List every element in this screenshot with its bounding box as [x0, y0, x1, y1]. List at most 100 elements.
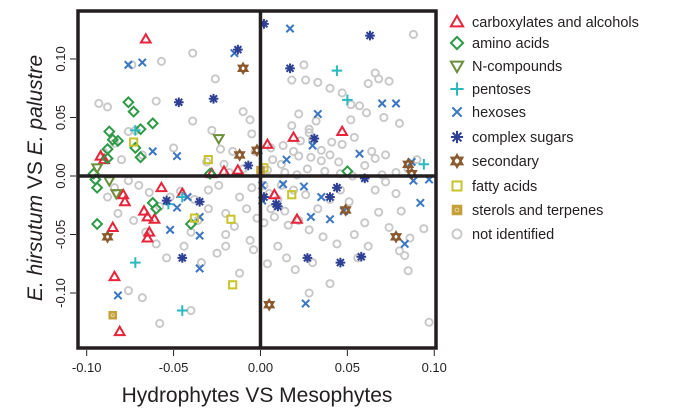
data-point: [278, 141, 288, 151]
data-point: [235, 192, 245, 202]
data-point: [194, 196, 205, 207]
data-point: [337, 139, 347, 149]
data-point: [301, 190, 311, 200]
data-point: [304, 128, 314, 138]
data-point: [403, 266, 413, 276]
data-point: [111, 134, 125, 148]
data-point: [107, 269, 122, 282]
data-point: [233, 44, 243, 55]
data-point: [109, 183, 120, 193]
data-point: [106, 220, 120, 232]
legend: carboxylates and alcohols amino acids N-co…: [449, 13, 639, 243]
x-tick-label: 0.10: [422, 360, 447, 375]
data-point: [304, 124, 314, 134]
data-point: [154, 180, 168, 193]
data-point: [262, 259, 272, 269]
data-point: [196, 258, 206, 268]
x-axis: -0.10 -0.05 0.00 0.05 0.10: [72, 350, 447, 375]
data-point: [90, 217, 104, 231]
data-point: [360, 160, 370, 170]
plot-frame: [76, 9, 438, 350]
data-point: [316, 192, 326, 202]
data-point: [221, 208, 231, 218]
data-point: [384, 222, 394, 233]
legend-label: not identified: [472, 227, 554, 243]
y-axis-title-part: E. palustre: [24, 55, 47, 155]
data-point: [140, 210, 155, 222]
data-point: [228, 280, 238, 290]
data-point: [144, 187, 154, 197]
x-tick-label: 0.05: [335, 360, 360, 375]
data-point: [384, 76, 394, 86]
data-point: [165, 225, 175, 235]
data-point: [308, 258, 318, 268]
data-point: [103, 102, 113, 112]
data-point: [267, 187, 281, 200]
y-axis-title-part: E. hirsutum: [24, 195, 47, 301]
data-point: [151, 239, 161, 249]
legend-label: N-compounds: [472, 59, 562, 75]
data-point: [394, 246, 405, 256]
data-point: [287, 75, 297, 85]
data-point: [235, 268, 245, 278]
data-point: [273, 241, 283, 251]
data-point: [363, 241, 373, 251]
data-point: [400, 239, 410, 249]
data-point: [346, 115, 356, 125]
data-point: [140, 231, 155, 243]
y-tick-label: -0.10: [53, 278, 68, 308]
series-complex-sugars: [161, 19, 375, 268]
data-point: [283, 220, 293, 230]
data-point: [313, 204, 323, 214]
data-point: [391, 189, 401, 199]
data-point: [203, 155, 213, 165]
data-point: [361, 108, 372, 118]
data-point: [173, 97, 184, 108]
data-point: [282, 155, 291, 164]
data-point: [306, 212, 316, 222]
data-point: [116, 155, 126, 165]
data-point: [394, 118, 405, 128]
data-point: [301, 75, 311, 85]
data-point: [137, 58, 147, 67]
legend-item: carboxylates and alcohols: [449, 13, 639, 31]
data-point: [156, 56, 166, 66]
data-point: [123, 286, 133, 296]
data-point: [286, 130, 301, 142]
data-point: [349, 229, 359, 240]
data-point: [349, 132, 359, 142]
data-point: [360, 218, 370, 228]
data-point: [260, 137, 274, 149]
data-point: [311, 116, 321, 126]
legend-item: amino acids: [449, 35, 549, 52]
y-tick-label: -0.05: [53, 220, 68, 250]
data-point: [162, 253, 172, 263]
data-point: [147, 212, 162, 224]
data-point: [325, 279, 335, 289]
y-tick-label: 0.00: [53, 163, 68, 188]
data-point: [129, 141, 142, 155]
data-point: [161, 195, 172, 206]
data-point: [370, 68, 380, 78]
legend-marker-icon: [451, 204, 463, 216]
data-point: [243, 160, 254, 171]
data-point: [288, 185, 299, 195]
data-point: [189, 213, 200, 223]
data-point: [313, 109, 323, 119]
data-point: [245, 235, 255, 245]
data-point: [127, 105, 140, 118]
data-point: [90, 163, 104, 175]
legend-label: hexoses: [472, 105, 526, 121]
data-point: [118, 194, 132, 207]
data-point: [149, 202, 163, 215]
data-point: [139, 32, 153, 44]
data-point: [231, 163, 245, 175]
data-point: [363, 79, 373, 89]
data-point: [379, 112, 389, 123]
data-point: [169, 143, 179, 153]
y-axis-title: E. hirsutum VS E. palustre: [24, 55, 47, 301]
data-point: [242, 204, 252, 214]
data-point: [415, 198, 425, 208]
data-point: [335, 124, 349, 137]
data-point: [176, 191, 188, 203]
